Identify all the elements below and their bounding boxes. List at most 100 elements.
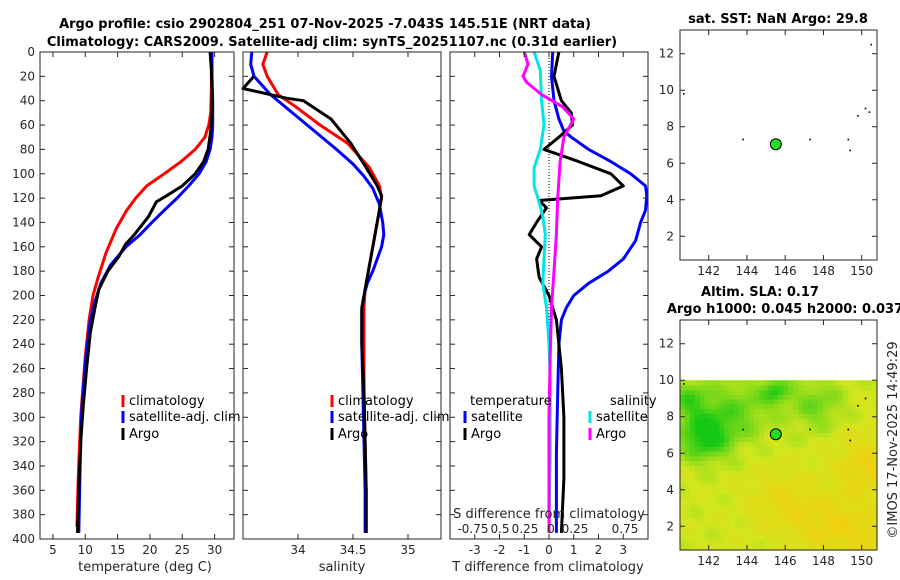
heatmap-cell bbox=[812, 545, 819, 551]
heatmap-cell bbox=[862, 389, 868, 395]
heatmap-cell bbox=[744, 394, 750, 400]
heatmap-cell bbox=[773, 535, 780, 542]
heatmap-cell bbox=[773, 526, 780, 532]
heatmap-cell bbox=[709, 507, 716, 513]
heatmap-cell bbox=[817, 483, 824, 490]
heatmap-cell bbox=[822, 455, 829, 462]
heatmap-cell bbox=[812, 417, 819, 424]
heatmap-cell bbox=[689, 507, 696, 513]
y-tick-label: 400 bbox=[12, 532, 35, 546]
heatmap-cell bbox=[862, 498, 868, 504]
heatmap-cell bbox=[847, 417, 853, 424]
heatmap-cell bbox=[852, 502, 858, 509]
x-tick-label: -2 bbox=[494, 543, 506, 557]
heatmap-cell bbox=[714, 422, 720, 428]
heatmap-cell bbox=[729, 422, 735, 428]
x-tick-label: 35 bbox=[400, 543, 415, 557]
heatmap-cell bbox=[719, 455, 725, 462]
heatmap-cell bbox=[714, 394, 720, 400]
heatmap-cell bbox=[852, 427, 858, 433]
legend-label: satellite bbox=[596, 410, 648, 425]
heatmap-cell bbox=[763, 389, 770, 395]
heatmap-cell bbox=[768, 488, 775, 495]
heatmap-cell bbox=[734, 498, 740, 504]
heatmap-cell bbox=[704, 521, 711, 528]
heatmap-cell bbox=[680, 512, 686, 518]
heatmap-cell bbox=[680, 432, 686, 438]
heatmap-cell bbox=[788, 417, 794, 424]
heatmap-cell bbox=[709, 417, 716, 424]
heatmap-cell bbox=[734, 384, 740, 391]
heatmap-cell bbox=[788, 408, 794, 414]
heatmap-cell bbox=[744, 408, 750, 414]
heatmap-cell bbox=[680, 465, 686, 471]
heatmap-cell bbox=[694, 535, 701, 542]
heatmap-cell bbox=[842, 403, 849, 410]
heatmap-cell bbox=[852, 512, 858, 518]
heatmap-cell bbox=[684, 389, 691, 395]
heatmap-cell bbox=[719, 531, 725, 537]
heatmap-cell bbox=[744, 483, 750, 490]
heatmap-cell bbox=[680, 474, 686, 480]
heatmap-cell bbox=[709, 389, 716, 395]
heatmap-cell bbox=[862, 450, 868, 457]
heatmap-cell bbox=[734, 417, 740, 424]
heatmap-cell bbox=[817, 389, 824, 395]
heatmap-cell bbox=[832, 380, 839, 386]
heatmap-cell bbox=[857, 516, 863, 523]
heatmap-cell bbox=[758, 512, 765, 518]
heatmap-cell bbox=[768, 436, 775, 443]
heatmap-cell bbox=[714, 507, 720, 513]
heatmap-cell bbox=[872, 516, 878, 523]
heatmap-cell bbox=[724, 432, 730, 438]
heatmap-cell bbox=[808, 413, 814, 419]
heatmap-cell bbox=[763, 493, 770, 499]
heatmap-cell bbox=[778, 403, 785, 410]
heatmap-cell bbox=[837, 469, 844, 476]
heatmap-cell bbox=[852, 531, 858, 537]
heatmap-cell bbox=[867, 380, 873, 386]
heatmap-cell bbox=[744, 521, 750, 528]
heatmap-cell bbox=[837, 422, 844, 428]
heatmap-cell bbox=[827, 455, 834, 462]
heatmap-cell bbox=[783, 455, 789, 462]
heatmap-cell bbox=[778, 502, 785, 509]
heatmap-cell bbox=[857, 455, 863, 462]
heatmap-cell bbox=[680, 502, 686, 509]
heatmap-cell bbox=[842, 507, 849, 513]
heatmap-cell bbox=[867, 436, 873, 443]
heatmap-cell bbox=[694, 512, 701, 518]
heatmap-cell bbox=[763, 516, 770, 523]
y-tick-label: 60 bbox=[20, 118, 35, 132]
heatmap-cell bbox=[748, 507, 755, 513]
heatmap-cell bbox=[744, 417, 750, 424]
heatmap-cell bbox=[714, 516, 720, 523]
heatmap-cell bbox=[788, 469, 794, 476]
heatmap-cell bbox=[684, 521, 691, 528]
heatmap-cell bbox=[862, 469, 868, 476]
heatmap-cell bbox=[773, 399, 780, 405]
heatmap-cell bbox=[763, 446, 770, 452]
heatmap-cell bbox=[783, 394, 789, 400]
temperature-xlabel: temperature (deg C) bbox=[78, 560, 212, 575]
heatmap-cell bbox=[872, 498, 878, 504]
heatmap-cell bbox=[699, 483, 706, 490]
heatmap-cell bbox=[778, 384, 785, 391]
heatmap-cell bbox=[724, 436, 730, 443]
heatmap-cell bbox=[852, 408, 858, 414]
heatmap-cell bbox=[748, 446, 755, 452]
heatmap-cell bbox=[852, 417, 858, 424]
heatmap-cell bbox=[694, 422, 701, 428]
heatmap-cell bbox=[783, 380, 789, 386]
heatmap-cell bbox=[852, 516, 858, 523]
heatmap-cell bbox=[684, 540, 691, 546]
heatmap-cell bbox=[714, 474, 720, 480]
heatmap-cell bbox=[689, 540, 696, 546]
heatmap-cell bbox=[867, 483, 873, 490]
heatmap-cell bbox=[832, 384, 839, 391]
heatmap-cell bbox=[803, 483, 809, 490]
heatmap-cell bbox=[719, 474, 725, 480]
heatmap-cell bbox=[872, 417, 878, 424]
heatmap-cell bbox=[852, 507, 858, 513]
heatmap-cell bbox=[778, 498, 785, 504]
